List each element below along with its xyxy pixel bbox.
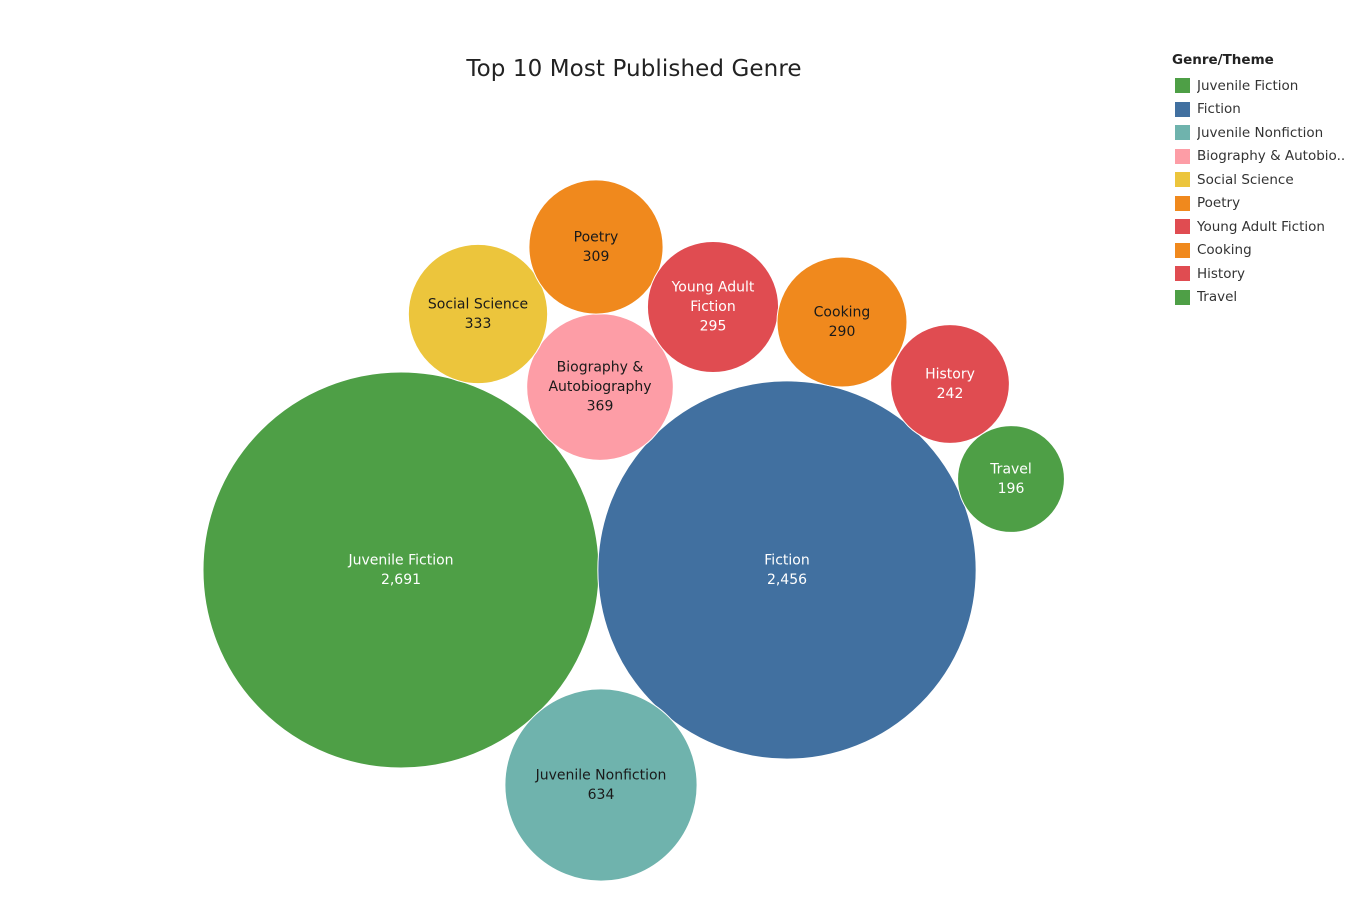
legend-swatch xyxy=(1175,242,1190,258)
bubble-label: Social Science 333 xyxy=(428,296,528,332)
bubble-value-text: 295 xyxy=(700,319,727,335)
bubble-label: History 242 xyxy=(925,366,975,402)
bubble-circle[interactable] xyxy=(407,243,549,385)
bubble-circle[interactable] xyxy=(202,371,600,769)
legend-swatch xyxy=(1175,266,1190,282)
bubble-circle[interactable] xyxy=(776,256,908,388)
bubble-travel[interactable]: Travel 196 xyxy=(957,425,1065,533)
legend-swatch xyxy=(1175,219,1190,235)
bubble-name-text: Young Adult xyxy=(671,280,755,296)
legend-label: Juvenile Fiction xyxy=(1197,77,1299,94)
bubble-name-text: Fiction xyxy=(764,552,809,568)
bubble-label: Cooking 290 xyxy=(814,304,871,340)
legend-swatch xyxy=(1175,172,1190,188)
legend-label: Juvenile Nonfiction xyxy=(1197,124,1324,141)
bubble-young-adult-fiction[interactable]: Young Adult Fiction 295 xyxy=(646,240,780,374)
bubble-value-text: 634 xyxy=(588,787,615,803)
bubble-name-text: Biography & xyxy=(557,360,644,376)
bubble-label: Biography & Autobiography 369 xyxy=(548,360,651,415)
legend-swatch xyxy=(1175,101,1190,117)
bubble-label: Young Adult Fiction 295 xyxy=(671,280,755,335)
bubble-value-text: 309 xyxy=(583,249,610,265)
bubble-name-text: Autobiography xyxy=(548,379,651,395)
legend-swatch xyxy=(1175,148,1190,164)
legend-item-travel[interactable]: Travel xyxy=(1172,286,1346,310)
bubble-name-text: Poetry xyxy=(574,229,619,245)
bubble-value-text: 290 xyxy=(829,324,856,340)
legend-item-biography-and-autobiography[interactable]: Biography & Autobio.. xyxy=(1172,145,1346,169)
legend-swatch xyxy=(1175,125,1190,141)
bubble-poetry[interactable]: Poetry 309 xyxy=(528,179,664,315)
legend-item-poetry[interactable]: Poetry xyxy=(1172,192,1346,216)
bubble-circle[interactable] xyxy=(597,380,977,760)
bubble-label: Travel 196 xyxy=(989,461,1032,497)
legend: Genre/Theme Juvenile Fiction Fiction Juven… xyxy=(1172,50,1346,309)
bubble-circle[interactable] xyxy=(504,688,698,882)
legend-label: Fiction xyxy=(1197,101,1241,118)
bubble-name-text: Social Science xyxy=(428,296,528,312)
bubble-history[interactable]: History 242 xyxy=(890,324,1010,444)
bubble-value-text: 333 xyxy=(465,316,492,332)
bubble-name-text: Cooking xyxy=(814,304,871,320)
legend-item-juvenile-fiction[interactable]: Juvenile Fiction xyxy=(1172,74,1346,98)
bubble-circle[interactable] xyxy=(528,179,664,315)
bubble-fiction[interactable]: Fiction 2,456 xyxy=(597,380,977,760)
bubble-name-text: History xyxy=(925,366,975,382)
bubble-cooking[interactable]: Cooking 290 xyxy=(776,256,908,388)
bubble-social-science[interactable]: Social Science 333 xyxy=(407,243,549,385)
legend-swatch xyxy=(1175,78,1190,94)
legend-items: Juvenile Fiction Fiction Juvenile Nonficti… xyxy=(1172,74,1346,309)
legend-label: Travel xyxy=(1197,289,1238,306)
legend-swatch xyxy=(1175,195,1190,211)
bubble-value-text: 242 xyxy=(937,386,964,402)
bubble-juvenile-nonfiction[interactable]: Juvenile Nonfiction 634 xyxy=(504,688,698,882)
bubble-biography-and-autobiography[interactable]: Biography & Autobiography 369 xyxy=(526,313,674,461)
legend-label: Cooking xyxy=(1197,242,1252,259)
legend-label: History xyxy=(1197,265,1246,282)
bubble-label: Poetry 309 xyxy=(574,229,619,265)
bubble-label: Juvenile Fiction 2,691 xyxy=(347,552,453,588)
legend-item-fiction[interactable]: Fiction xyxy=(1172,98,1346,122)
bubble-name-text: Fiction xyxy=(690,299,735,315)
bubble-circle[interactable] xyxy=(890,324,1010,444)
legend-label: Poetry xyxy=(1197,195,1241,212)
legend-swatch xyxy=(1175,289,1190,305)
legend-item-young-adult-fiction[interactable]: Young Adult Fiction xyxy=(1172,215,1346,239)
legend-item-social-science[interactable]: Social Science xyxy=(1172,168,1346,192)
bubble-value-text: 369 xyxy=(587,399,614,415)
legend-label: Social Science xyxy=(1197,171,1294,188)
bubble-name-text: Travel xyxy=(989,461,1032,477)
legend-item-juvenile-nonfiction[interactable]: Juvenile Nonfiction xyxy=(1172,121,1346,145)
bubble-juvenile-fiction[interactable]: Juvenile Fiction 2,691 xyxy=(202,371,600,769)
legend-item-cooking[interactable]: Cooking xyxy=(1172,239,1346,263)
bubble-value-text: 196 xyxy=(998,481,1025,497)
bubble-value-text: 2,691 xyxy=(381,572,421,588)
legend-label: Biography & Autobio.. xyxy=(1197,148,1346,165)
bubble-label: Juvenile Nonfiction 634 xyxy=(535,767,667,803)
bubble-value-text: 2,456 xyxy=(767,572,807,588)
bubble-circle[interactable] xyxy=(957,425,1065,533)
bubble-name-text: Juvenile Nonfiction xyxy=(535,767,667,783)
bubble-name-text: Juvenile Fiction xyxy=(347,552,453,568)
chart-title: Top 10 Most Published Genre xyxy=(466,56,802,82)
bubble-label: Fiction 2,456 xyxy=(764,552,809,588)
legend-title: Genre/Theme xyxy=(1172,52,1274,68)
legend-item-history[interactable]: History xyxy=(1172,262,1346,286)
legend-label: Young Adult Fiction xyxy=(1197,218,1325,235)
